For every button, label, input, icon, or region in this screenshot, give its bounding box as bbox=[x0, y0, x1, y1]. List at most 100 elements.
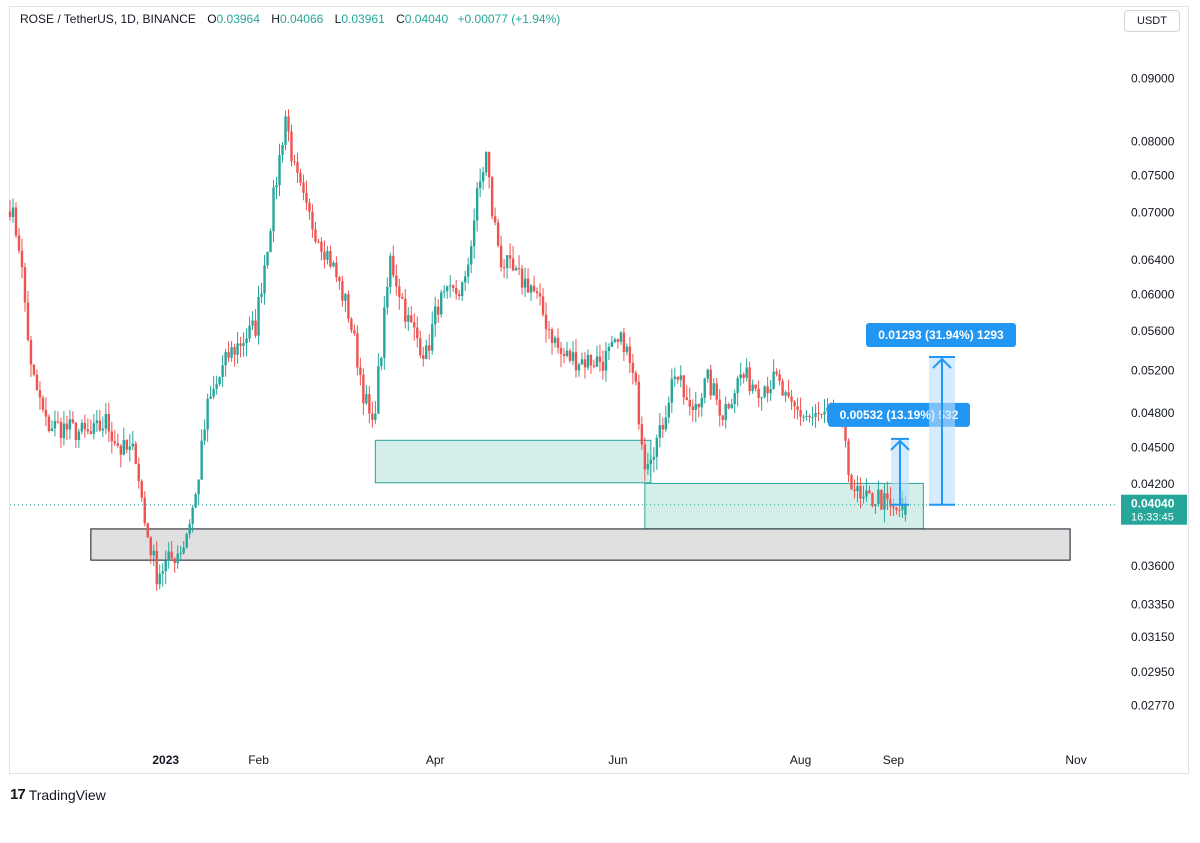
candle-body bbox=[26, 302, 30, 340]
candle-body bbox=[158, 573, 161, 585]
candle-body bbox=[347, 294, 350, 319]
candle-body bbox=[706, 369, 709, 379]
candle-body bbox=[203, 429, 206, 441]
candle-body bbox=[700, 397, 703, 408]
candle-body bbox=[904, 504, 907, 515]
candle-body bbox=[553, 337, 557, 343]
tradingview-logo[interactable]: 17 TradingView bbox=[10, 786, 106, 803]
candle-body bbox=[868, 490, 871, 494]
candle-body bbox=[317, 241, 320, 243]
candle-body bbox=[437, 306, 440, 315]
candle-body bbox=[802, 416, 805, 418]
measure-arrow-head bbox=[932, 357, 952, 369]
candle-body bbox=[676, 376, 679, 380]
x-tick-label: Feb bbox=[248, 753, 269, 767]
candle-body bbox=[739, 374, 742, 379]
candle-body bbox=[56, 421, 60, 423]
candle-body bbox=[682, 375, 685, 398]
candle-body bbox=[478, 181, 482, 189]
candle-body bbox=[472, 220, 476, 247]
candle-body bbox=[625, 346, 629, 353]
candle-body bbox=[311, 211, 314, 230]
candle-body bbox=[622, 332, 626, 353]
candle-body bbox=[673, 376, 676, 379]
candle-body bbox=[499, 245, 503, 268]
candle-body bbox=[481, 172, 485, 182]
y-tick-label: 0.03600 bbox=[1131, 559, 1175, 573]
candle-body bbox=[95, 420, 99, 424]
candle-body bbox=[53, 421, 57, 429]
high-label: H bbox=[271, 12, 280, 26]
candle-body bbox=[383, 307, 386, 358]
candle-body bbox=[215, 384, 218, 389]
y-tick-label: 0.05600 bbox=[1131, 324, 1175, 338]
candle-body bbox=[254, 320, 257, 336]
candle-body bbox=[182, 547, 185, 554]
candle-body bbox=[493, 216, 497, 223]
candle-body bbox=[526, 278, 530, 293]
candle-body bbox=[895, 507, 898, 510]
candle-body bbox=[745, 367, 748, 378]
candle-body bbox=[386, 286, 389, 308]
candle-body bbox=[880, 489, 883, 510]
candle-body bbox=[541, 296, 545, 315]
candle-body bbox=[269, 231, 272, 253]
support-zone bbox=[90, 528, 1071, 561]
open-label: O bbox=[207, 12, 217, 26]
candle-body bbox=[580, 359, 584, 365]
candle-body bbox=[278, 155, 281, 186]
candle-body bbox=[299, 172, 302, 183]
candle-body bbox=[395, 275, 398, 287]
candle-body bbox=[853, 489, 856, 491]
candle-body bbox=[152, 550, 155, 556]
candle-body bbox=[338, 277, 341, 282]
candle-body bbox=[817, 412, 820, 414]
candle-body bbox=[113, 441, 117, 444]
candle-body bbox=[583, 359, 587, 368]
candle-body bbox=[487, 151, 491, 178]
candle-body bbox=[607, 346, 611, 351]
candle-body bbox=[116, 443, 120, 446]
candle-body bbox=[679, 375, 682, 380]
candle-body bbox=[892, 506, 895, 508]
candle-body bbox=[107, 413, 111, 432]
candle-body bbox=[595, 356, 599, 367]
candle-body bbox=[266, 252, 269, 266]
candle-body bbox=[823, 411, 826, 415]
measure-label: 0.01293 (31.94%) 1293 bbox=[878, 328, 1004, 342]
candle-body bbox=[850, 474, 853, 490]
candle-body bbox=[532, 285, 536, 292]
candle-body bbox=[652, 456, 656, 460]
high-value: 0.04066 bbox=[279, 12, 324, 26]
candle-body bbox=[586, 355, 590, 368]
y-tick-label: 0.02770 bbox=[1131, 698, 1175, 712]
candle-body bbox=[449, 285, 452, 287]
candle-body bbox=[571, 352, 575, 361]
candle-body bbox=[260, 293, 263, 297]
candle-body bbox=[314, 229, 317, 242]
candle-body bbox=[820, 413, 823, 415]
candle-body bbox=[691, 406, 694, 410]
candle-body bbox=[431, 324, 434, 351]
candle-body bbox=[886, 493, 889, 500]
measure-label-bg bbox=[866, 323, 1016, 348]
candle-body bbox=[508, 255, 512, 259]
candle-body bbox=[877, 489, 880, 505]
candle-body bbox=[613, 339, 617, 342]
low-label: L bbox=[334, 12, 342, 26]
candle-body bbox=[407, 315, 410, 322]
candle-body bbox=[796, 406, 799, 410]
candle-body bbox=[389, 255, 392, 287]
demand-zone-1 bbox=[374, 439, 652, 484]
y-tick-label: 0.04500 bbox=[1131, 440, 1175, 454]
candle-body bbox=[233, 347, 236, 355]
candle-body bbox=[703, 378, 706, 398]
candle-body bbox=[598, 356, 602, 363]
close-value: 0.04040 bbox=[404, 12, 449, 26]
candle-body bbox=[670, 378, 674, 403]
chart-frame[interactable] bbox=[9, 6, 1189, 774]
currency-button[interactable]: USDT bbox=[1124, 10, 1180, 32]
y-tick-label: 0.08000 bbox=[1131, 134, 1175, 148]
candle-body bbox=[380, 357, 383, 367]
